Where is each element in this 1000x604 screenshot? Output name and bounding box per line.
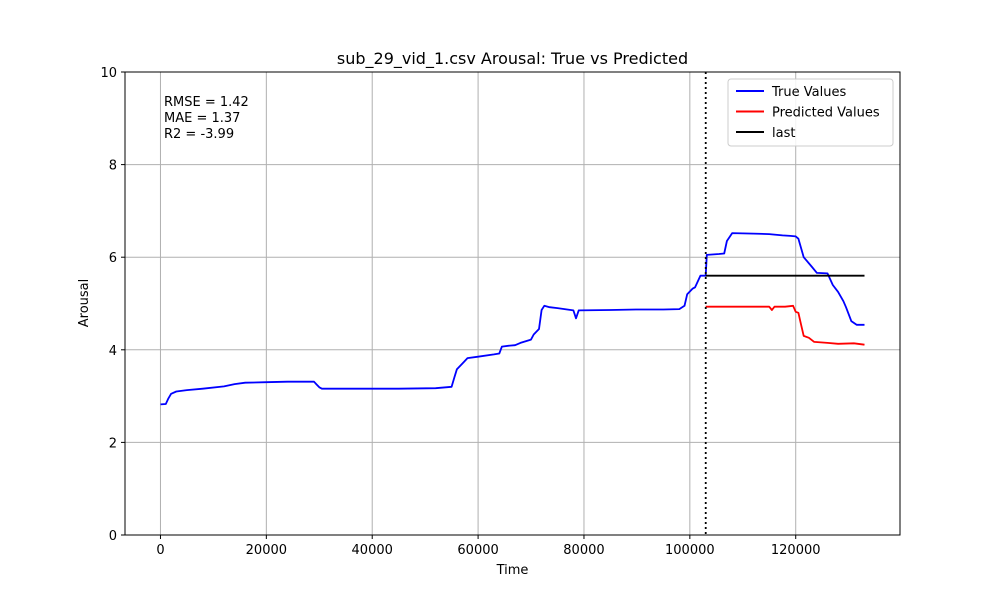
grid-lines (125, 72, 900, 535)
x-tick-label: 120000 (771, 543, 821, 558)
metric-mae: MAE = 1.37 (164, 111, 240, 126)
axis-ticks: 0 20000 40000 60000 80000 100000 120000 0 2 4 6 8 10 (100, 66, 820, 558)
metric-r2: R2 = -3.99 (164, 127, 234, 142)
x-tick-label: 100000 (665, 543, 715, 558)
y-tick-label: 6 (109, 251, 117, 266)
legend-label-last: last (772, 126, 795, 141)
metric-rmse: RMSE = 1.42 (164, 95, 249, 110)
x-tick-label: 80000 (563, 543, 604, 558)
series-line-predicted-values (705, 304, 865, 346)
x-tick-label: 0 (156, 543, 164, 558)
legend-label-predicted-values: Predicted Values (772, 106, 880, 121)
x-tick-label: 20000 (246, 543, 287, 558)
metrics-annotation: RMSE = 1.42 MAE = 1.37 R2 = -3.99 (164, 95, 249, 142)
y-tick-label: 4 (109, 344, 117, 359)
y-tick-label: 10 (100, 66, 117, 81)
y-tick-label: 0 (109, 529, 117, 544)
y-tick-label: 8 (109, 159, 117, 174)
y-tick-label: 2 (109, 436, 117, 451)
x-axis-label: Time (496, 563, 529, 578)
legend-label-true-values: True Values (771, 85, 846, 100)
plot-frame (124, 71, 901, 536)
x-tick-label: 40000 (352, 543, 393, 558)
legend-box (727, 78, 894, 147)
chart-title: sub_29_vid_1.csv Arousal: True vs Predic… (337, 49, 688, 69)
legend: True Values Predicted Values last (727, 78, 894, 147)
y-axis-label: Arousal (77, 279, 92, 328)
series-layer (160, 232, 865, 406)
series-line-true-values (160, 232, 865, 406)
x-tick-label: 60000 (457, 543, 498, 558)
